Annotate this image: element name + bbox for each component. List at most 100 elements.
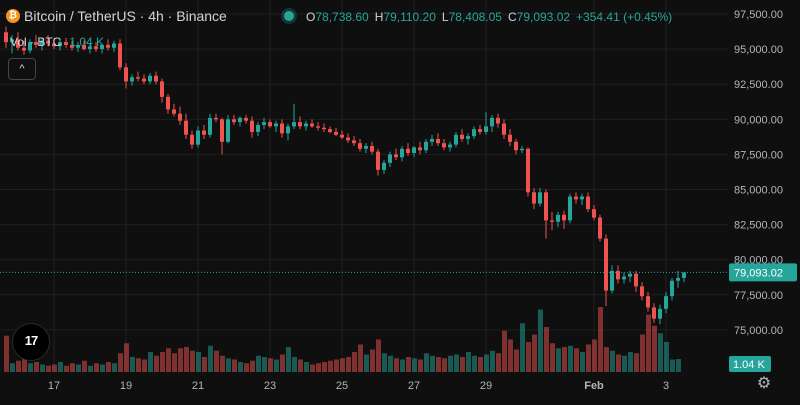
volume-bar <box>244 363 249 372</box>
collapse-legend-button[interactable]: ^ <box>8 58 36 80</box>
volume-bar <box>190 350 195 372</box>
volume-bar <box>676 359 681 372</box>
volume-bar <box>628 352 633 372</box>
candle-body <box>472 129 476 137</box>
volume-bar <box>664 342 669 372</box>
candle-body <box>64 42 68 45</box>
volume-bar <box>382 353 387 372</box>
volume-bar <box>544 327 549 372</box>
candle-body <box>148 75 152 82</box>
candle-body <box>568 196 572 221</box>
volume-bar <box>88 365 93 372</box>
candle-body <box>220 119 224 142</box>
volume-bar <box>214 350 219 372</box>
candle-body <box>442 143 446 148</box>
candle-body <box>586 196 590 210</box>
candle-body <box>580 196 584 200</box>
x-tick-label: 19 <box>120 380 132 392</box>
volume-bar <box>358 344 363 372</box>
candle-body <box>22 47 26 51</box>
volume-bar <box>556 348 561 372</box>
volume-bar <box>526 342 531 372</box>
volume-bar <box>16 360 21 372</box>
settings-gear-icon[interactable]: ⚙ <box>756 375 772 392</box>
candle-body <box>46 40 50 44</box>
volume-bar <box>76 364 81 372</box>
candle-body <box>124 67 128 82</box>
volume-bar <box>160 352 165 372</box>
last-price-label: 79,093.02 <box>734 267 783 279</box>
candle-body <box>364 145 368 149</box>
volume-bar <box>436 357 441 372</box>
candle-body <box>532 192 536 204</box>
y-tick-label: 85,000.00 <box>734 185 783 197</box>
volume-bar <box>562 347 567 372</box>
volume-bar <box>304 362 309 372</box>
volume-bar <box>412 358 417 372</box>
volume-bar <box>352 352 357 372</box>
volume-bar <box>184 347 189 372</box>
candle-body <box>52 43 56 47</box>
candle-body <box>436 138 440 144</box>
volume-bar <box>364 354 369 372</box>
tradingview-logo-icon[interactable]: 17 <box>12 323 50 361</box>
volume-bar <box>10 363 15 372</box>
candle-body <box>460 134 464 139</box>
high-value: 79,110.20 <box>383 10 436 24</box>
volume-bar <box>472 355 477 372</box>
candle-body <box>40 40 44 45</box>
y-tick-label: 97,500.00 <box>734 9 783 21</box>
candle-body <box>430 138 434 142</box>
candle-body <box>388 154 392 163</box>
volume-bar <box>430 355 435 372</box>
candle-body <box>658 308 662 319</box>
volume-bar <box>250 360 255 372</box>
candle-body <box>676 277 680 281</box>
candle-body <box>424 141 428 151</box>
candle-body <box>196 130 200 145</box>
y-tick-label: 92,500.00 <box>734 79 783 91</box>
ohlc-legend: O78,738.60 H79,110.20 L78,408.05 C79,093.02… <box>306 10 678 24</box>
volume-bar <box>448 355 453 372</box>
close-label: C <box>507 10 517 24</box>
candle-body <box>640 286 644 297</box>
candle-body <box>70 44 74 48</box>
volume-bar <box>454 354 459 372</box>
volume-bar <box>310 364 315 372</box>
volume-bar <box>568 345 573 372</box>
x-tick-label: 29 <box>480 380 492 392</box>
volume-bar <box>598 307 603 372</box>
volume-bar <box>238 362 243 372</box>
volume-bar <box>322 362 327 372</box>
candle-body <box>610 270 614 291</box>
volume-bar <box>226 358 231 372</box>
candle-body <box>496 117 500 124</box>
candle-body <box>238 117 242 123</box>
volume-legend[interactable]: Vol · BTC 1.04 K <box>10 35 104 49</box>
volume-bar <box>262 357 267 372</box>
volume-bar <box>622 355 627 372</box>
volume-bar <box>388 355 393 372</box>
volume-bar <box>670 359 675 372</box>
volume-bar <box>484 354 489 372</box>
candle-body <box>166 96 170 110</box>
change-value: +354.41 (+0.45%) <box>576 10 673 24</box>
candle-body <box>574 196 578 200</box>
volume-value: 1.04 K <box>69 35 105 49</box>
candle-body <box>664 296 668 309</box>
candle-body <box>418 147 422 151</box>
volume-bar <box>4 335 9 372</box>
volume-bar <box>532 334 537 372</box>
candle-body <box>274 123 278 127</box>
volume-bar <box>268 358 273 372</box>
volume-bar <box>220 355 225 372</box>
candle-body <box>190 134 194 145</box>
volume-bar <box>346 357 351 372</box>
symbol-title[interactable]: Bitcoin / TetherUS · 4h · Binance <box>24 8 227 24</box>
candle-body <box>412 147 416 154</box>
market-status-icon[interactable] <box>284 11 294 21</box>
volume-bar <box>340 358 345 372</box>
